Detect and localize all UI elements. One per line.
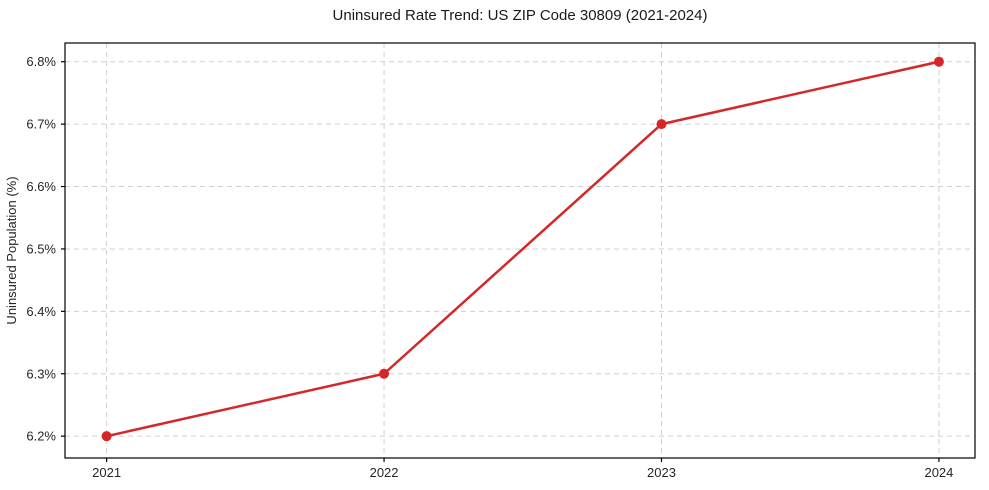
trend-line bbox=[105, 60, 941, 438]
y-tick-label: 6.2% bbox=[26, 429, 56, 444]
y-tick-label: 6.7% bbox=[26, 117, 56, 132]
axes-frame bbox=[64, 42, 976, 459]
data-point bbox=[379, 368, 390, 379]
chart-title: Uninsured Rate Trend: US ZIP Code 30809 … bbox=[332, 7, 708, 24]
data-point bbox=[933, 56, 944, 67]
x-tick-label: 2021 bbox=[92, 465, 121, 480]
x-tick-label: 2023 bbox=[647, 465, 676, 480]
y-axis-label: Uninsured Population (%) bbox=[4, 176, 19, 324]
x-tick-label: 2024 bbox=[924, 465, 953, 480]
y-tick-label: 6.3% bbox=[26, 366, 56, 381]
x-tick-label: 2022 bbox=[370, 465, 399, 480]
y-tick-label: 6.5% bbox=[26, 241, 56, 256]
y-tick-label: 6.6% bbox=[26, 179, 56, 194]
y-tick-label: 6.4% bbox=[26, 304, 56, 319]
data-point bbox=[656, 119, 667, 130]
data-point bbox=[101, 431, 112, 442]
y-tick-label: 6.8% bbox=[26, 54, 56, 69]
